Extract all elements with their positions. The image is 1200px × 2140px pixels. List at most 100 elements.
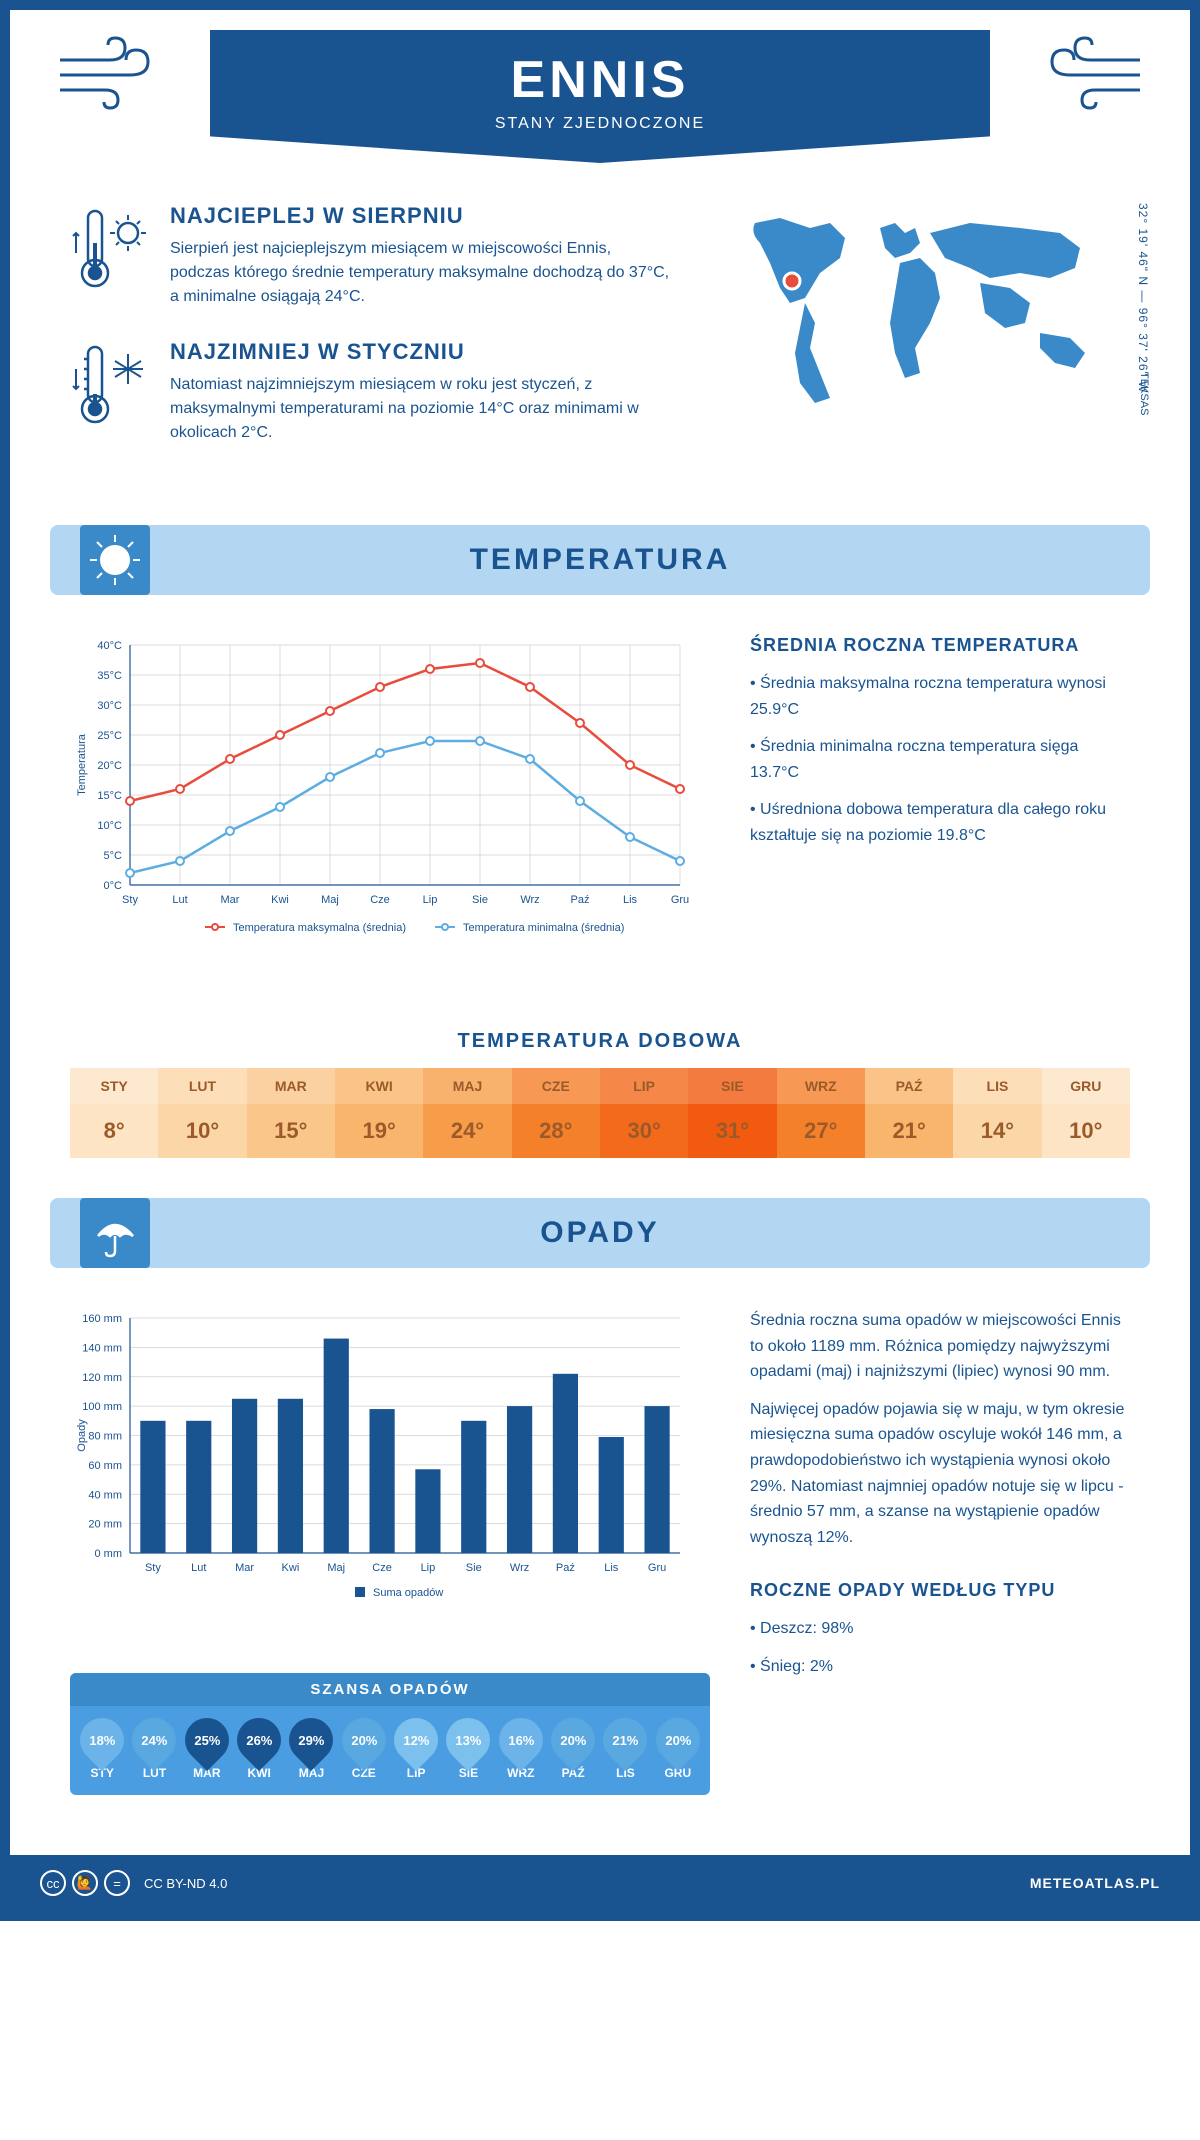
daily-temp-table: STY 8° LUT 10° MAR 15° KWI 19° MAJ 24° C…: [70, 1068, 1130, 1158]
thermometer-cold-icon: [70, 339, 150, 445]
rain-chance-cell: 24% LUT: [130, 1718, 178, 1780]
daily-temp-cell: MAR 15°: [247, 1068, 335, 1158]
svg-text:Cze: Cze: [370, 894, 390, 906]
svg-text:40 mm: 40 mm: [88, 1489, 122, 1501]
svg-text:30°C: 30°C: [97, 700, 122, 712]
temp-side-title: ŚREDNIA ROCZNA TEMPERATURA: [750, 635, 1130, 656]
svg-text:Lis: Lis: [604, 1562, 619, 1574]
rain-chance-cell: 12% LIP: [392, 1718, 440, 1780]
precip-side-p2: Najwięcej opadów pojawia się w maju, w t…: [750, 1397, 1130, 1551]
rain-chance-cell: 26% KWI: [235, 1718, 283, 1780]
daily-temp-cell: CZE 28°: [512, 1068, 600, 1158]
license-text: CC BY-ND 4.0: [144, 1870, 227, 1896]
rain-chance-cell: 20% PAŹ: [549, 1718, 597, 1780]
svg-text:20 mm: 20 mm: [88, 1519, 122, 1531]
svg-text:40°C: 40°C: [97, 640, 122, 652]
hot-fact: NAJCIEPLEJ W SIERPNIU Sierpień jest najc…: [70, 203, 670, 309]
hot-fact-text: Sierpień jest najcieplejszym miesiącem w…: [170, 237, 670, 309]
rain-chance-cell: 20% CZE: [340, 1718, 388, 1780]
svg-text:Cze: Cze: [372, 1562, 392, 1574]
svg-text:0 mm: 0 mm: [95, 1548, 123, 1560]
cold-fact-text: Natomiast najzimniejszym miesiącem w rok…: [170, 373, 670, 445]
cold-fact-title: NAJZIMNIEJ W STYCZNIU: [170, 339, 670, 365]
svg-text:Opady: Opady: [76, 1419, 88, 1452]
rain-chance-cell: 16% WRZ: [497, 1718, 545, 1780]
svg-text:Maj: Maj: [321, 894, 339, 906]
svg-text:Maj: Maj: [327, 1562, 345, 1574]
rain-chance-cell: 29% MAJ: [287, 1718, 335, 1780]
svg-text:Lip: Lip: [423, 894, 438, 906]
svg-text:160 mm: 160 mm: [82, 1313, 122, 1325]
svg-text:Lis: Lis: [623, 894, 638, 906]
brand-text: METEOATLAS.PL: [1030, 1875, 1160, 1891]
cc-icon: cc: [40, 1870, 66, 1896]
rain-chance-cell: 25% MAR: [183, 1718, 231, 1780]
daily-temp-cell: GRU 10°: [1042, 1068, 1130, 1158]
svg-text:Mar: Mar: [221, 894, 240, 906]
svg-text:Wrz: Wrz: [520, 894, 539, 906]
daily-temp-cell: WRZ 27°: [777, 1068, 865, 1158]
svg-text:100 mm: 100 mm: [82, 1401, 122, 1413]
chance-title: SZANSA OPADÓW: [70, 1673, 710, 1706]
svg-text:Gru: Gru: [648, 1562, 666, 1574]
daily-temp-cell: LIS 14°: [953, 1068, 1041, 1158]
svg-text:0°C: 0°C: [104, 880, 123, 892]
svg-text:Kwi: Kwi: [271, 894, 289, 906]
cold-fact: NAJZIMNIEJ W STYCZNIU Natomiast najzimni…: [70, 339, 670, 445]
temp-side-p1: • Średnia maksymalna roczna temperatura …: [750, 671, 1130, 722]
footer: cc 🙋 = CC BY-ND 4.0 METEOATLAS.PL: [10, 1855, 1190, 1911]
sun-icon: [80, 525, 150, 595]
daily-temp-cell: PAŹ 21°: [865, 1068, 953, 1158]
svg-text:60 mm: 60 mm: [88, 1460, 122, 1472]
svg-text:Temperatura maksymalna (średni: Temperatura maksymalna (średnia): [233, 922, 406, 934]
svg-text:Paź: Paź: [556, 1562, 575, 1574]
svg-text:Sie: Sie: [466, 1562, 482, 1574]
world-map: 32° 19' 46" N — 96° 37' 26" W TEKSAS: [710, 203, 1130, 475]
svg-text:5°C: 5°C: [104, 850, 123, 862]
svg-text:80 mm: 80 mm: [88, 1431, 122, 1443]
daily-temp-cell: STY 8°: [70, 1068, 158, 1158]
daily-temp-cell: SIE 31°: [688, 1068, 776, 1158]
precip-type-rain: • Deszcz: 98%: [750, 1616, 1130, 1642]
coordinates: 32° 19' 46" N — 96° 37' 26" W: [1136, 203, 1150, 393]
location-title: ENNIS: [210, 50, 990, 110]
daily-temp-cell: MAJ 24°: [423, 1068, 511, 1158]
rain-chance-cell: 18% STY: [78, 1718, 126, 1780]
rain-chance-cell: 20% GRU: [654, 1718, 702, 1780]
svg-text:Wrz: Wrz: [510, 1562, 529, 1574]
svg-text:Kwi: Kwi: [282, 1562, 300, 1574]
temperature-section-header: TEMPERATURA: [50, 525, 1150, 595]
svg-text:140 mm: 140 mm: [82, 1342, 122, 1354]
umbrella-icon: [80, 1198, 150, 1268]
hot-fact-title: NAJCIEPLEJ W SIERPNIU: [170, 203, 670, 229]
svg-text:20°C: 20°C: [97, 760, 122, 772]
temperature-line-chart: 0°C5°C10°C15°C20°C25°C30°C35°C40°CStyLut…: [70, 635, 710, 980]
svg-text:Temperatura minimalna (średnia: Temperatura minimalna (średnia): [463, 922, 624, 934]
temp-side-p3: • Uśredniona dobowa temperatura dla całe…: [750, 797, 1130, 848]
svg-text:35°C: 35°C: [97, 670, 122, 682]
rain-chance-cell: 13% SIE: [444, 1718, 492, 1780]
header-banner: ENNIS STANY ZJEDNOCZONE: [210, 30, 990, 163]
daily-temp-title: TEMPERATURA DOBOWA: [10, 1030, 1190, 1053]
wind-icon: [1030, 30, 1150, 118]
svg-text:Suma opadów: Suma opadów: [373, 1587, 443, 1599]
precipitation-section-header: OPADY: [50, 1198, 1150, 1268]
region-label: TEKSAS: [1138, 372, 1150, 415]
svg-text:Gru: Gru: [671, 894, 689, 906]
svg-text:25°C: 25°C: [97, 730, 122, 742]
location-subtitle: STANY ZJEDNOCZONE: [210, 115, 990, 133]
svg-text:Temperatura: Temperatura: [76, 733, 88, 796]
wind-icon: [50, 30, 170, 118]
svg-text:Paź: Paź: [571, 894, 590, 906]
rain-chance-box: SZANSA OPADÓW 18% STY 24% LUT 25% MAR 26…: [70, 1673, 710, 1795]
daily-temp-cell: KWI 19°: [335, 1068, 423, 1158]
svg-text:Sty: Sty: [145, 1562, 161, 1574]
precipitation-bar-chart: 0 mm20 mm40 mm60 mm80 mm100 mm120 mm140 …: [70, 1308, 710, 1643]
svg-text:Lut: Lut: [191, 1562, 206, 1574]
nd-icon: =: [104, 1870, 130, 1896]
daily-temp-cell: LUT 10°: [158, 1068, 246, 1158]
temp-side-p2: • Średnia minimalna roczna temperatura s…: [750, 734, 1130, 785]
svg-text:15°C: 15°C: [97, 790, 122, 802]
svg-text:Mar: Mar: [235, 1562, 254, 1574]
rain-chance-cell: 21% LIS: [601, 1718, 649, 1780]
